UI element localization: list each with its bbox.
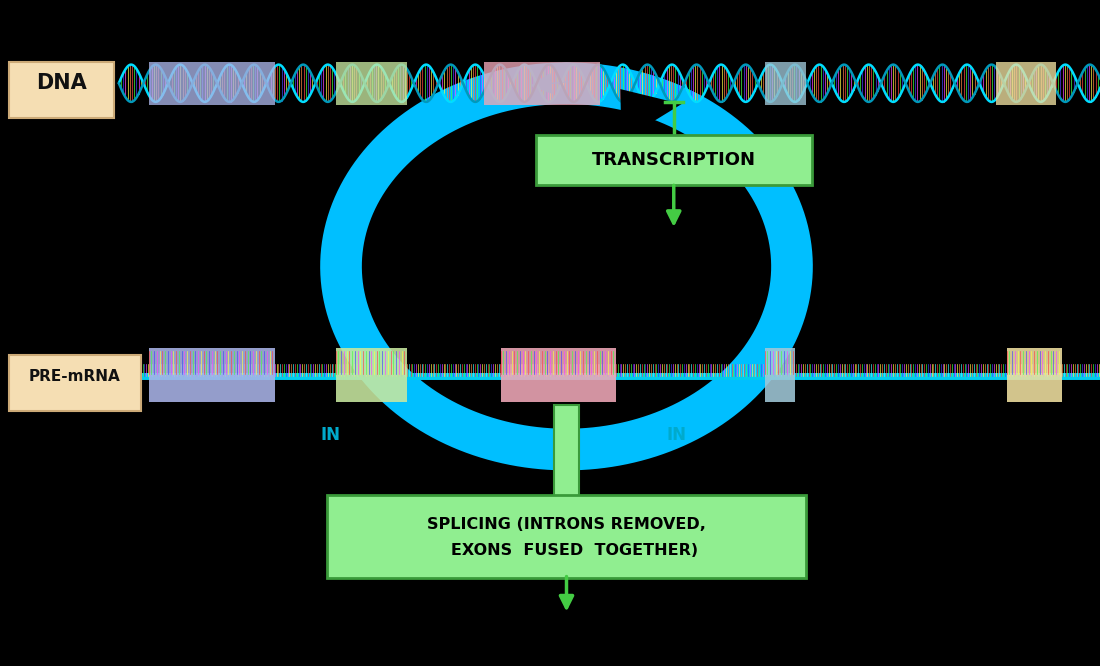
FancyBboxPatch shape — [996, 62, 1056, 105]
FancyBboxPatch shape — [554, 405, 579, 505]
FancyBboxPatch shape — [336, 348, 407, 376]
FancyBboxPatch shape — [764, 376, 795, 402]
FancyBboxPatch shape — [9, 62, 114, 118]
Text: SPLICING (INTRONS REMOVED,: SPLICING (INTRONS REMOVED, — [427, 517, 706, 531]
Text: EXONS  FUSED  TOGETHER): EXONS FUSED TOGETHER) — [434, 543, 698, 558]
Text: DNA: DNA — [36, 73, 87, 93]
Text: IN: IN — [667, 426, 686, 444]
Text: PRE-mRNA: PRE-mRNA — [29, 369, 121, 384]
FancyBboxPatch shape — [1006, 376, 1062, 402]
Text: TRANSCRIPTION: TRANSCRIPTION — [592, 151, 756, 169]
Polygon shape — [620, 89, 682, 141]
FancyBboxPatch shape — [764, 348, 795, 376]
FancyBboxPatch shape — [536, 135, 812, 185]
FancyBboxPatch shape — [148, 348, 275, 376]
FancyBboxPatch shape — [1006, 348, 1062, 376]
FancyBboxPatch shape — [148, 376, 275, 402]
FancyBboxPatch shape — [484, 62, 600, 105]
FancyBboxPatch shape — [336, 376, 407, 402]
FancyBboxPatch shape — [336, 62, 407, 105]
FancyBboxPatch shape — [500, 376, 616, 402]
Text: IN: IN — [320, 426, 340, 444]
FancyBboxPatch shape — [328, 494, 805, 577]
FancyBboxPatch shape — [9, 355, 141, 411]
FancyBboxPatch shape — [500, 348, 616, 376]
FancyBboxPatch shape — [148, 62, 275, 105]
Polygon shape — [692, 147, 769, 186]
FancyBboxPatch shape — [764, 62, 806, 105]
